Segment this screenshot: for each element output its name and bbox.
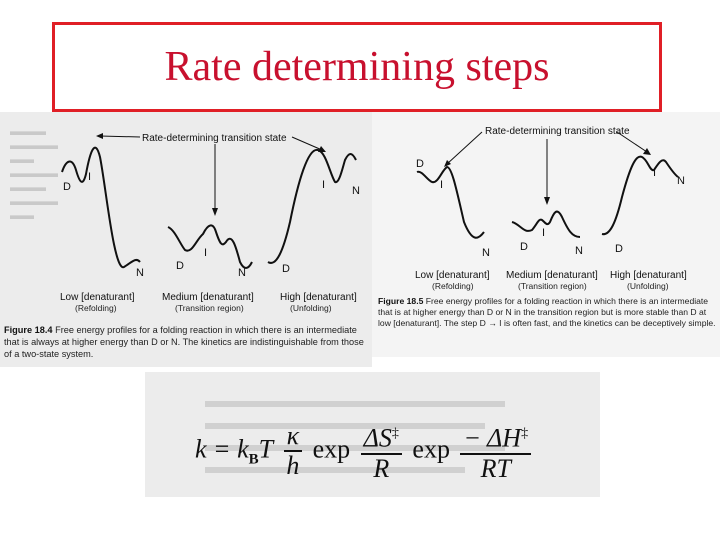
state-N-right-panel3: N: [677, 175, 685, 187]
figure-18-5-number: Figure 18.5: [378, 296, 424, 306]
state-D-panel1: D: [63, 181, 71, 193]
formula-dagger-2: ‡: [521, 426, 529, 441]
figure-18-4-diagram: Rate-determining transition state D I N …: [60, 133, 360, 313]
state-N-panel2: N: [238, 267, 246, 279]
arrowhead-right-2: [544, 197, 550, 205]
energy-curve-refolding: [61, 146, 141, 269]
rate-determining-label-right: Rate-determining transition state: [485, 126, 630, 137]
energy-curve-refolding-right: [416, 165, 485, 239]
formula-rt: RT: [480, 453, 511, 483]
panel-low-label-right: Low [denaturant]: [415, 270, 490, 281]
background-text-noise: ▬▬▬ ▬▬▬▬ ▬▬ ▬▬▬▬ ▬▬▬ ▬▬▬▬ ▬▬: [10, 124, 58, 222]
state-I-panel2: I: [204, 247, 207, 259]
formula-scan: ▬▬▬▬▬▬▬▬▬▬▬▬▬▬▬ ▬▬▬▬▬▬▬▬▬▬▬▬▬▬ ▬▬▬▬▬▬▬▬▬▬▬…: [145, 372, 600, 497]
panel-high-sub: (Unfolding): [290, 303, 332, 313]
arrow-left-1: [99, 135, 141, 138]
energy-curve-transition-right: [511, 210, 581, 238]
arrow-right-1: [446, 131, 483, 165]
fraction-enthalpy: − ΔH‡ RT: [460, 420, 532, 483]
state-I-panel3: I: [322, 179, 325, 191]
panel-high-label: High [denaturant]: [280, 292, 357, 303]
panel-high-sub-right: (Unfolding): [627, 281, 669, 291]
panel-medium-sub-right: (Transition region): [518, 281, 587, 291]
panel-low-sub: (Refolding): [75, 303, 117, 313]
rate-determining-label-left: Rate-determining transition state: [142, 133, 287, 144]
figure-18-4-number: Figure 18.4: [4, 325, 53, 335]
state-D-right-panel2: D: [520, 241, 528, 253]
slide-title: Rate determining steps: [164, 44, 550, 90]
state-D-panel3: D: [282, 263, 290, 275]
figure-18-5-caption-text: Free energy profiles for a folding react…: [378, 296, 716, 328]
formula-exp-2: exp: [412, 434, 450, 464]
state-I-right-panel3: I: [653, 167, 656, 179]
panel-low-label: Low [denaturant]: [60, 292, 135, 303]
formula-delta-s: ΔS: [363, 423, 392, 453]
formula-lhs: k = k: [195, 434, 249, 464]
state-N-panel1: N: [136, 267, 144, 279]
panel-medium-label: Medium [denaturant]: [162, 292, 254, 303]
arrow-right-3: [616, 131, 648, 153]
figure-18-4-caption-text: Free energy profiles for a folding react…: [4, 325, 364, 359]
fraction-entropy: ΔS‡ R: [360, 420, 402, 483]
arrow-left-3: [291, 136, 323, 151]
figure-18-5-diagram: Rate-determining transition state D I N …: [415, 126, 687, 291]
title-box: Rate determining steps: [52, 22, 662, 112]
energy-curve-unfolding-right: [601, 155, 679, 236]
state-D-panel2: D: [176, 260, 184, 272]
formula-exp-1: exp: [312, 434, 351, 464]
figure-18-5-scan: Rate-determining transition state D I N …: [372, 112, 720, 357]
state-D-right-panel1: D: [416, 158, 424, 170]
eyring-equation: k = kBT κ h exp ΔS‡ R exp − ΔH‡ RT: [195, 420, 535, 483]
formula-t: T: [258, 434, 274, 464]
panel-medium-sub: (Transition region): [175, 303, 244, 313]
fraction-kappa-h: κ h: [283, 421, 303, 481]
arrowhead-left-1: [96, 133, 103, 139]
panel-medium-label-right: Medium [denaturant]: [506, 270, 598, 281]
formula-dagger-1: ‡: [391, 426, 399, 441]
formula-r: R: [373, 453, 390, 483]
panel-low-sub-right: (Refolding): [432, 281, 474, 291]
arrowhead-right-3: [643, 148, 651, 155]
state-N-panel3: N: [352, 185, 360, 197]
figure-18-4-scan: ▬▬▬ ▬▬▬▬ ▬▬ ▬▬▬▬ ▬▬▬ ▬▬▬▬ ▬▬ Rate-determining …: [0, 112, 372, 367]
state-D-right-panel3: D: [615, 243, 623, 255]
state-I-panel1: I: [88, 171, 91, 183]
formula-sub-b: B: [248, 451, 259, 468]
state-I-right-panel1: I: [440, 179, 443, 191]
state-N-right-panel1: N: [482, 247, 490, 259]
formula-kappa: κ: [286, 421, 300, 451]
panel-high-label-right: High [denaturant]: [610, 270, 687, 281]
background-text-noise-formula: ▬▬▬▬▬▬▬▬▬▬▬▬▬▬▬ ▬▬▬▬▬▬▬▬▬▬▬▬▬▬ ▬▬▬▬▬▬▬▬▬▬▬…: [205, 390, 505, 478]
formula-h: h: [286, 451, 300, 481]
figure-18-4-caption: Figure 18.4 Free energy profiles for a f…: [4, 324, 364, 360]
arrowhead-left-2: [212, 208, 218, 216]
state-N-right-panel2: N: [575, 245, 583, 257]
arrowhead-right-1: [444, 160, 451, 167]
figure-18-5-caption: Figure 18.5 Free energy profiles for a f…: [378, 296, 716, 329]
state-I-right-panel2: I: [542, 227, 545, 239]
energy-curve-transition: [167, 224, 253, 269]
energy-curve-unfolding: [267, 148, 357, 264]
formula-delta-h: − ΔH: [463, 423, 522, 453]
